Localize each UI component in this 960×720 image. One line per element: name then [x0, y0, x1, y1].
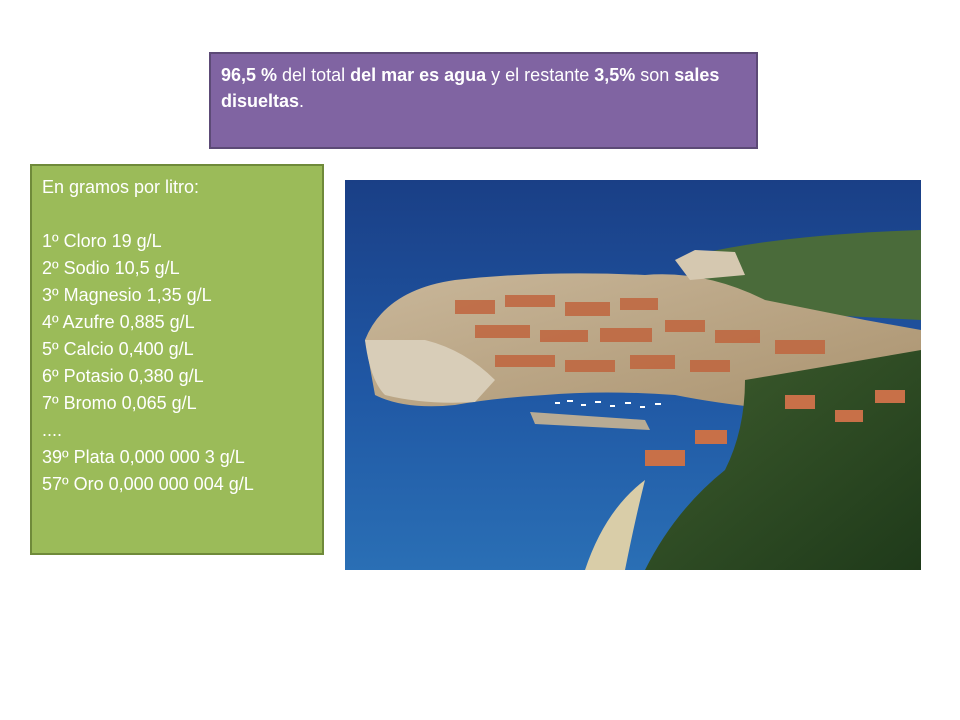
list-item: 57º Oro 0,000 000 004 g/L	[42, 474, 254, 494]
list-item: 39º Plata 0,000 000 3 g/L	[42, 447, 245, 467]
element-concentration-list: En gramos por litro: 1º Cloro 19 g/L 2º …	[30, 164, 324, 555]
list-item: 2º Sodio 10,5 g/L	[42, 258, 180, 278]
coastal-town-illustration	[345, 180, 921, 570]
list-item: 3º Magnesio 1,35 g/L	[42, 285, 212, 305]
callout-period: .	[299, 91, 305, 111]
callout-text-2: y el restante	[486, 65, 595, 85]
list-item: 5º Calcio 0,400 g/L	[42, 339, 194, 359]
callout-text-3: son	[635, 65, 675, 85]
list-item: 7º Bromo 0,065 g/L	[42, 393, 197, 413]
list-spacer	[42, 201, 312, 228]
list-item: 1º Cloro 19 g/L	[42, 231, 162, 251]
list-heading: En gramos por litro:	[42, 177, 200, 197]
list-item: 6º Potasio 0,380 g/L	[42, 366, 204, 386]
water-percentage: 96,5 %	[221, 65, 278, 85]
callout-emphasis-water: del mar es agua	[350, 65, 487, 85]
list-item: 4º Azufre 0,885 g/L	[42, 312, 195, 332]
seawater-composition-callout: 96,5 % del total del mar es agua y el re…	[209, 52, 758, 149]
coastal-town-photo	[345, 180, 921, 570]
salts-percentage: 3,5%	[594, 65, 636, 85]
callout-emphasis-salts: sales disueltas	[221, 65, 720, 111]
callout-text-1: del total	[277, 65, 351, 85]
list-item: ....	[42, 420, 63, 440]
